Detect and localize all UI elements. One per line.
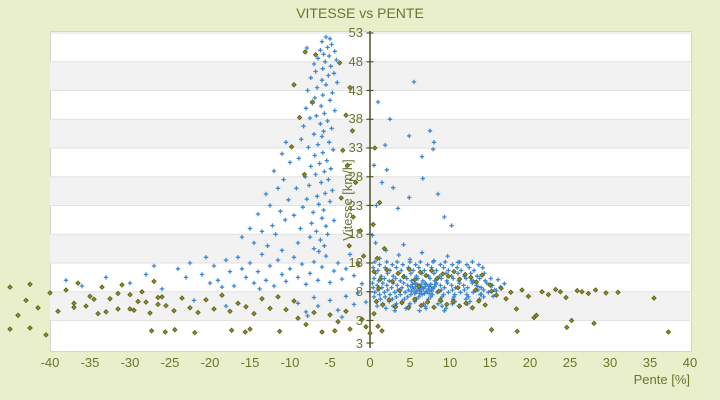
x-axis-title: Pente [%]	[633, 372, 690, 387]
y-axis-extra-bottom-label: 3	[355, 336, 363, 351]
x-tick-label: -5	[324, 355, 336, 370]
series-2-olive-markers	[7, 49, 672, 338]
y-tick-label: 38	[348, 111, 363, 127]
x-tick-label: -15	[240, 355, 260, 370]
y-tick-label: 33	[348, 140, 363, 155]
y-tick-label: 13	[348, 255, 363, 270]
x-tick-label: -40	[40, 355, 60, 370]
x-tick-label: 15	[482, 355, 498, 370]
y-tick-label: 28	[348, 168, 363, 184]
x-tick-label: 0	[366, 355, 374, 370]
x-tick-label: 35	[642, 355, 658, 370]
y-tick-label: 8	[355, 283, 363, 299]
x-tick-label: 25	[562, 355, 578, 370]
x-tick-label: 30	[602, 355, 618, 370]
x-tick-label: -10	[280, 355, 300, 370]
chart-title: VITESSE vs PENTE	[296, 5, 424, 21]
x-tick-label: 10	[442, 355, 458, 370]
y-tick-label: 53	[348, 25, 363, 40]
y-tick-label: 48	[348, 53, 363, 69]
x-tick-label: -35	[80, 355, 100, 370]
x-tick-label: 5	[406, 355, 414, 370]
y-tick-label: 43	[348, 82, 363, 98]
x-tick-label: -20	[200, 355, 220, 370]
y-tick-label: 3	[355, 312, 363, 328]
x-tick-label: 20	[522, 355, 538, 370]
x-tick-label: -30	[120, 355, 140, 370]
y-tick-label: 18	[348, 226, 363, 242]
x-tick-label: 40	[682, 355, 698, 370]
y-tick-label: 23	[348, 197, 363, 213]
x-tick-label: -25	[160, 355, 180, 370]
